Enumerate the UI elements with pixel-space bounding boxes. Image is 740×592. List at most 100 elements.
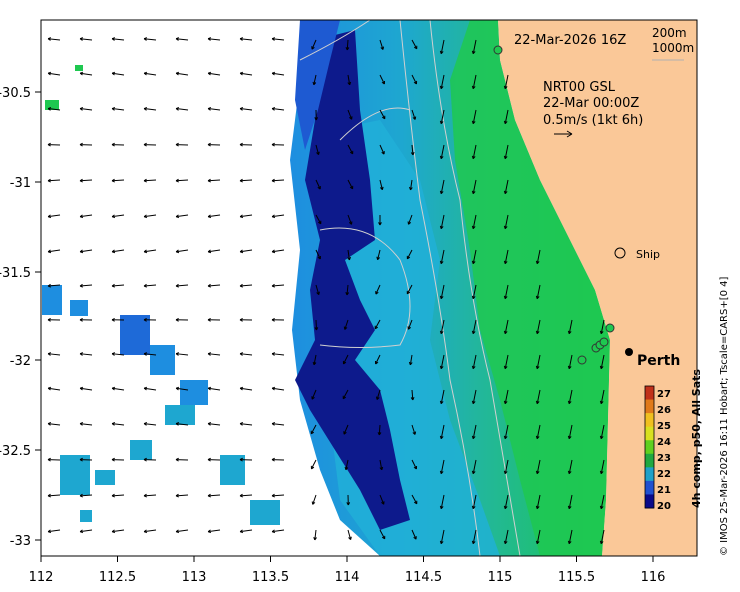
current-vector-head — [471, 400, 476, 405]
current-vector-head — [471, 85, 476, 90]
current-vector — [207, 284, 221, 287]
current-vector-head — [175, 178, 179, 183]
current-vector-head — [79, 493, 83, 498]
x-tick-label: 115.5 — [558, 570, 595, 585]
current-vector — [144, 38, 157, 41]
current-vector — [568, 389, 573, 404]
current-vector-head — [143, 249, 148, 254]
current-vector-head — [503, 295, 508, 300]
current-vector-head — [175, 386, 180, 391]
current-vector — [207, 179, 221, 182]
colorbar-swatch — [645, 453, 654, 468]
current-vector-head — [111, 178, 115, 183]
current-vector-head — [47, 529, 52, 534]
current-vector — [313, 354, 317, 365]
current-vector-head — [143, 142, 147, 147]
current-vector-head — [599, 505, 604, 510]
current-vector — [440, 389, 445, 404]
current-vector — [536, 284, 541, 299]
current-vector — [379, 529, 386, 540]
current-vector-head — [79, 352, 84, 356]
current-vector-head — [239, 386, 244, 391]
current-vector — [272, 72, 285, 76]
current-vector-head — [503, 400, 508, 405]
current-vector-head — [349, 150, 354, 155]
current-vector — [472, 494, 477, 509]
current-vector-head — [79, 178, 83, 183]
current-vector-head — [567, 435, 572, 440]
current-vector-head — [313, 536, 317, 541]
current-vector — [208, 72, 221, 76]
current-vector — [504, 529, 509, 544]
current-vector — [440, 109, 445, 124]
current-vector — [112, 529, 125, 533]
coastal-markers — [493, 45, 615, 365]
current-vector-head — [374, 325, 379, 330]
current-vector-head — [175, 529, 180, 534]
current-vector-head — [381, 115, 386, 120]
current-vector — [175, 179, 189, 182]
current-vector — [311, 459, 317, 470]
current-vector-head — [471, 540, 476, 545]
colorbar-swatch — [645, 399, 654, 414]
current-vector-head — [271, 386, 276, 391]
colorbar-swatch — [645, 426, 654, 441]
current-vector — [315, 214, 322, 225]
colorbar-tick-label: 26 — [657, 405, 671, 416]
current-vector — [240, 353, 253, 356]
current-vector — [600, 389, 605, 404]
current-vector-head — [207, 386, 212, 391]
current-vector-head — [175, 493, 179, 498]
current-vector — [379, 459, 383, 470]
current-vector — [600, 319, 605, 334]
current-vector — [240, 214, 253, 218]
current-vector-head — [239, 317, 243, 322]
current-vector — [272, 353, 285, 356]
current-vector-head — [439, 50, 444, 55]
current-vector — [239, 179, 253, 182]
current-vector-head — [381, 501, 385, 505]
current-vector — [536, 424, 541, 439]
current-vector-head — [239, 71, 244, 76]
colorbar-tick-label: 20 — [657, 501, 671, 512]
y-tick-label: -30.5 — [0, 86, 31, 101]
colorbar-tick-label: 27 — [657, 389, 671, 400]
current-vector — [48, 387, 61, 391]
current-vector — [315, 284, 320, 295]
current-vector-head — [271, 249, 276, 254]
current-vector — [568, 319, 573, 334]
current-vector — [80, 38, 93, 41]
current-vector — [440, 494, 445, 509]
current-vector-head — [143, 283, 147, 288]
current-vector — [440, 529, 445, 544]
current-vector — [375, 354, 381, 365]
current-vector — [240, 387, 253, 391]
current-vector-head — [407, 326, 411, 330]
current-vector — [472, 529, 477, 544]
current-vector-head — [175, 352, 180, 356]
current-vector-head — [535, 505, 540, 510]
current-vector-head — [111, 71, 116, 76]
current-vector — [504, 179, 509, 194]
current-vector-head — [567, 505, 572, 510]
current-vector — [48, 423, 61, 426]
current-vector — [239, 284, 253, 287]
colorbar-swatch — [645, 467, 654, 482]
colorbar-swatch — [645, 480, 654, 495]
current-vector-head — [47, 142, 51, 147]
current-vector-head — [207, 317, 211, 322]
current-vector-head — [349, 185, 354, 190]
current-vector-head — [143, 317, 147, 322]
current-vector — [143, 179, 157, 182]
current-vector — [472, 319, 477, 334]
current-vector — [504, 144, 509, 159]
current-vector-head — [409, 186, 413, 191]
current-vector-head — [207, 493, 211, 498]
current-vector-head — [381, 535, 386, 540]
current-vector — [144, 214, 157, 218]
current-vector-head — [375, 291, 379, 295]
current-vector — [411, 144, 414, 156]
current-vector-head — [47, 386, 52, 391]
current-vector-head — [535, 295, 540, 300]
current-vector-head — [239, 142, 243, 147]
